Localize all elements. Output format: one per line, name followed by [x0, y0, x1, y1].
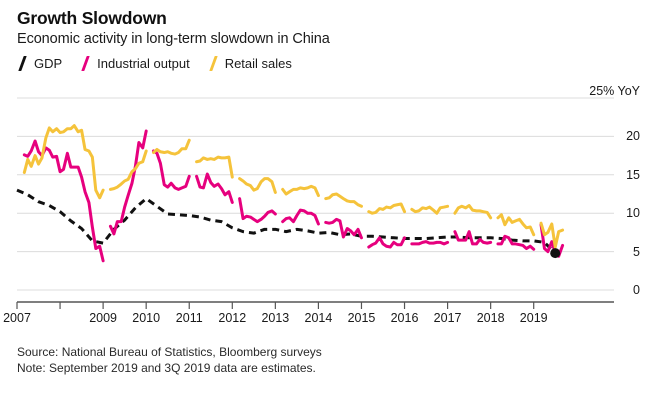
- y-axis-tick-label: 20: [626, 129, 640, 144]
- legend-label: Industrial output: [97, 56, 190, 71]
- source-note: Source: National Bureau of Statistics, B…: [17, 345, 322, 359]
- series-line-retail-sales: [22, 124, 565, 249]
- x-axis-tick-label: 2014: [304, 311, 333, 325]
- legend-label: GDP: [34, 56, 63, 71]
- y-axis-tick-label: 15: [626, 167, 640, 182]
- x-axis-tick-label: 2017: [433, 311, 462, 325]
- x-axis-tick-label: 2015: [347, 311, 376, 325]
- y-axis-unit-label: 25% YoY: [589, 84, 640, 98]
- x-axis-tick-label: 2009: [89, 311, 118, 325]
- x-axis-tick-label: 2011: [175, 311, 203, 325]
- legend-item-industrial-output[interactable]: Industrial output: [80, 56, 190, 71]
- x-axis-tick-label: 2012: [218, 311, 247, 325]
- chart-legend: GDP Industrial output Retail sales: [17, 56, 310, 71]
- legend-label: Retail sales: [224, 56, 292, 71]
- x-axis-tick-label: 2010: [132, 311, 161, 325]
- page-title: Growth Slowdown: [17, 8, 167, 28]
- legend-item-gdp[interactable]: GDP: [17, 56, 62, 71]
- page-subtitle: Economic activity in long-term slowdown …: [17, 31, 330, 47]
- end-point-marker: [550, 248, 561, 259]
- series-line-industrial-output: [22, 129, 565, 263]
- x-axis-tick-label: 2013: [261, 311, 290, 325]
- x-axis-tick-label: 2007: [3, 311, 31, 325]
- estimate-note: Note: September 2019 and 3Q 2019 data ar…: [17, 361, 316, 375]
- y-axis-tick-label: 0: [633, 283, 640, 297]
- x-axis-tick-label: 2016: [390, 311, 419, 325]
- y-axis-tick-label: 10: [626, 206, 640, 221]
- x-axis-tick-label: 2018: [476, 311, 505, 325]
- x-axis-tick-label: 2019: [519, 311, 548, 325]
- y-axis-tick-label: 5: [633, 244, 640, 259]
- legend-item-retail-sales[interactable]: Retail sales: [208, 56, 292, 71]
